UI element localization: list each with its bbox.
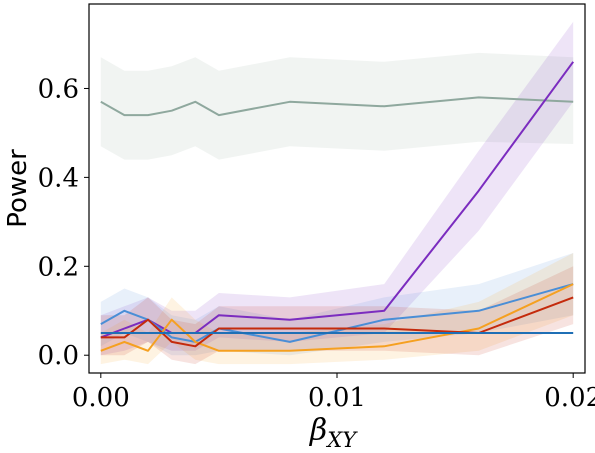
x-tick-label: 0.01	[308, 383, 366, 413]
series-3-line	[100, 283, 574, 343]
x-tick-label: 0.02	[544, 383, 595, 413]
y-tick-label: 0.0	[38, 341, 79, 371]
series-1-line	[100, 96, 574, 117]
series-2-line	[100, 61, 575, 339]
x-axis-label-main: β	[309, 413, 327, 448]
y-tick-label: 0.6	[38, 74, 79, 104]
y-tick-label: 0.4	[38, 163, 79, 193]
y-axis: 0.0 0.2 0.4 0.6	[38, 74, 89, 371]
x-axis-label-sub: XY	[325, 428, 358, 452]
series-lines	[100, 61, 575, 352]
y-tick-label: 0.2	[38, 252, 79, 282]
confidence-bands	[100, 21, 574, 365]
x-axis: 0.00 0.01 0.02	[72, 373, 595, 413]
series-4-line	[100, 283, 574, 352]
series-1-band	[100, 52, 574, 160]
y-axis-label: Power	[3, 149, 33, 228]
series-4-band	[100, 253, 574, 365]
x-tick-label: 0.00	[72, 383, 130, 413]
x-axis-label: βXY	[309, 413, 358, 452]
series-5-line	[100, 296, 574, 348]
series-2-band	[100, 21, 574, 356]
